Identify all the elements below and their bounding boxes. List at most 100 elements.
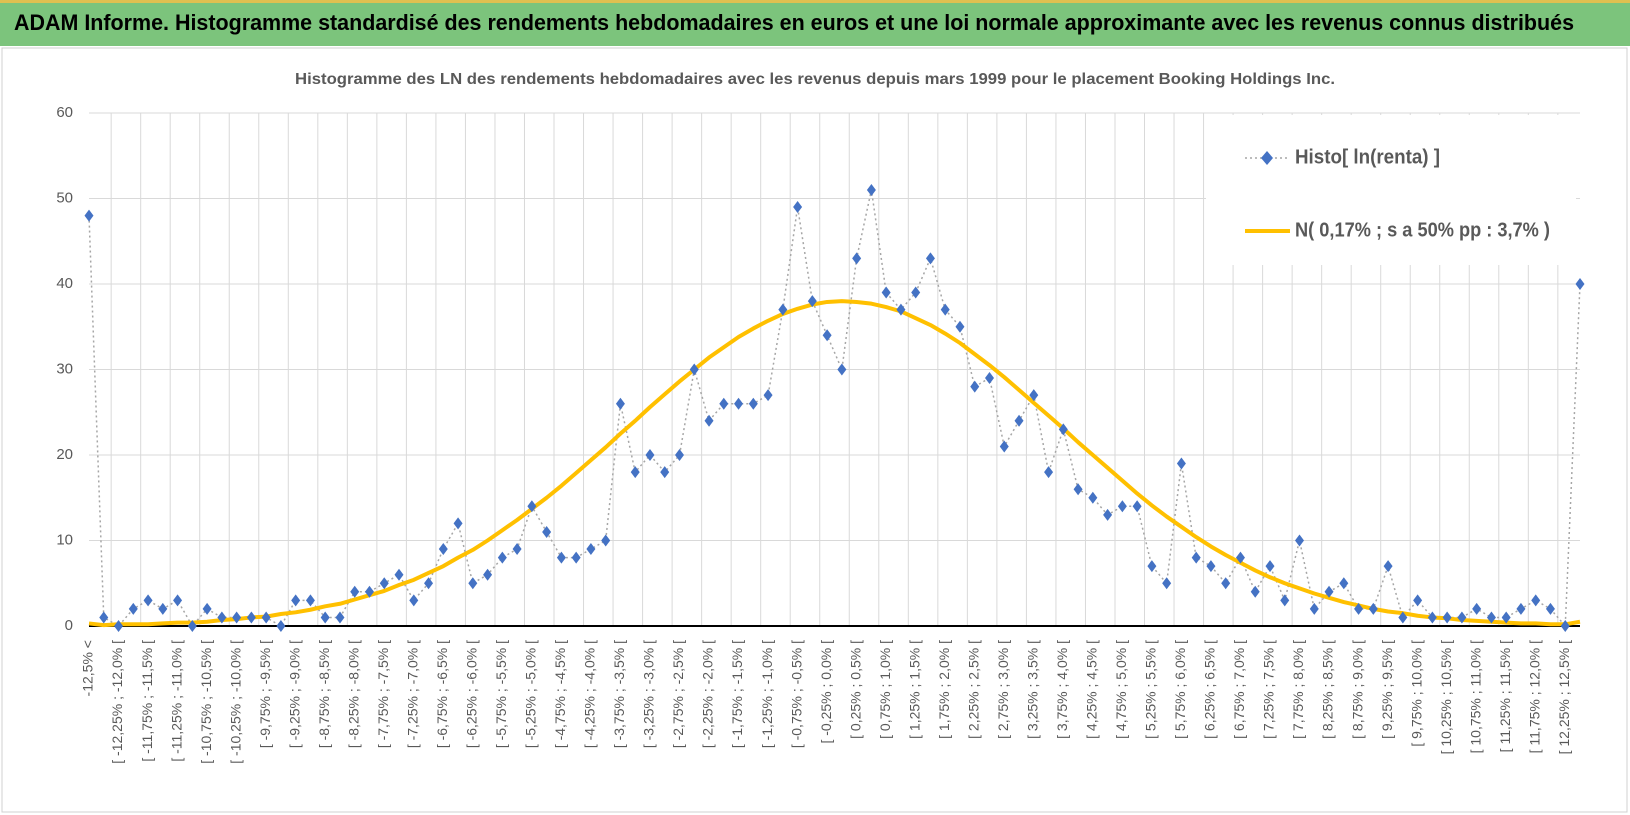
x-tick-label: [ 3,75% ; 4,0% [: [1054, 640, 1070, 739]
chart-subtitle: Histogramme des LN des rendements hebdom…: [295, 71, 1335, 88]
x-tick-label: [ 0,25% ; 0,5% [: [847, 640, 863, 739]
x-tick-label: [ 5,75% ; 6,0% [: [1172, 640, 1188, 739]
x-tick-label: [ -2,75% ; -2,5% [: [670, 640, 686, 748]
series-line: [88, 189, 1581, 627]
data-point: [542, 525, 552, 538]
x-tick-label: [ -8,25% ; -8,0% [: [345, 640, 361, 748]
x-tick-label: [ -10,25% ; -10,0% [: [227, 640, 243, 764]
y-tick-label: 20: [56, 446, 73, 463]
x-tick-label: [ 6,25% ; 6,5% [: [1202, 640, 1218, 739]
data-point: [734, 397, 744, 410]
data-point: [778, 303, 788, 316]
data-point: [1058, 423, 1068, 436]
data-point: [822, 329, 832, 342]
data-point: [379, 577, 389, 590]
data-point: [970, 380, 980, 393]
data-point: [985, 372, 995, 385]
data-point: [453, 517, 463, 530]
data-point: [305, 594, 315, 607]
data-point: [497, 551, 507, 564]
x-tick-label: [ 10,25% ; 10,5% [: [1438, 640, 1454, 755]
data-point: [793, 201, 803, 214]
data-point: [1501, 611, 1511, 624]
data-point: [187, 620, 197, 632]
data-point: [763, 389, 773, 402]
x-tick-label: [ -11,25% ; -11,0% [: [168, 640, 184, 762]
data-point: [527, 500, 537, 513]
data-point: [1221, 577, 1231, 590]
data-point: [1235, 551, 1245, 564]
legend: Histo[ ln(renta) ] N( 0,17% ; s a 50% pp …: [1206, 115, 1576, 265]
x-tick-label: [ -10,75% ; -10,5% [: [198, 640, 214, 764]
data-point: [1088, 491, 1098, 504]
data-point: [1191, 551, 1201, 564]
x-tick-label: [ -4,25% ; -4,0% [: [582, 640, 598, 748]
y-tick-label: 0: [65, 617, 73, 634]
x-tick-label: [ 6,75% ; 7,0% [: [1231, 640, 1247, 739]
data-point: [1250, 585, 1260, 598]
data-point: [1368, 602, 1378, 615]
y-tick-label: 10: [56, 531, 73, 548]
data-point: [512, 543, 522, 556]
data-point: [246, 611, 256, 624]
data-point: [1472, 602, 1482, 615]
data-point: [1117, 500, 1127, 513]
data-point: [866, 183, 876, 196]
x-tick-label: [ -6,25% ; -6,0% [: [464, 640, 480, 748]
data-point: [1575, 278, 1585, 290]
x-tick-label: [ -0,25% ; 0,0% [: [818, 640, 834, 744]
data-point: [1457, 611, 1467, 624]
x-tick-label: [ 7,25% ; 7,5% [: [1261, 640, 1277, 739]
x-tick-label: [ 9,75% ; 10,0% [: [1408, 640, 1424, 747]
data-point: [925, 252, 935, 265]
data-point: [173, 594, 183, 607]
data-point: [630, 466, 640, 479]
data-point: [291, 594, 301, 607]
title-banner: [0, 0, 1630, 46]
x-tick-label: -12,5% <: [80, 640, 96, 696]
data-point: [409, 594, 419, 607]
data-point: [232, 611, 242, 624]
x-tick-label: [ 1,75% ; 2,0% [: [936, 640, 952, 739]
x-tick-label: [ -12,25% ; -12,0% [: [109, 640, 125, 764]
data-point: [1339, 577, 1349, 590]
data-point: [1147, 560, 1157, 573]
data-point: [1132, 500, 1142, 513]
data-point: [1176, 457, 1186, 470]
data-point: [394, 568, 404, 581]
x-tick-label: [ -2,25% ; -2,0% [: [700, 640, 716, 748]
data-point: [1073, 483, 1083, 496]
x-tick-label: [ 4,25% ; 4,5% [: [1084, 640, 1100, 739]
data-point: [1014, 414, 1024, 427]
data-point: [158, 602, 168, 615]
data-point: [660, 466, 670, 479]
data-point: [601, 534, 611, 547]
data-point: [1398, 611, 1408, 624]
data-point: [1531, 594, 1541, 607]
x-tick-label: [ -3,75% ; -3,5% [: [611, 640, 627, 748]
data-point: [719, 397, 729, 410]
data-point: [615, 397, 625, 410]
x-tick-label: [ 3,25% ; 3,5% [: [1024, 640, 1040, 739]
y-tick-label: 50: [56, 189, 73, 206]
x-tick-label: [ -8,75% ; -8,5% [: [316, 640, 332, 748]
page-title: ADAM Informe. Histogramme standardisé de…: [14, 10, 1574, 35]
data-point: [940, 303, 950, 316]
data-point: [748, 397, 758, 410]
legend-label: N( 0,17% ; s a 50% pp : 3,7% ): [1295, 219, 1550, 241]
x-tick-label: [ 2,75% ; 3,0% [: [995, 640, 1011, 739]
data-point: [1442, 611, 1452, 624]
data-point: [674, 449, 684, 461]
legend-box: [1206, 115, 1576, 265]
data-point: [1486, 611, 1496, 624]
x-tick-label: [ 4,75% ; 5,0% [: [1113, 640, 1129, 739]
data-point: [1413, 594, 1423, 607]
data-point: [350, 585, 360, 598]
data-point: [1295, 534, 1305, 547]
data-point: [1354, 602, 1364, 615]
x-tick-label: [ -6,75% ; -6,5% [: [434, 640, 450, 748]
data-point: [128, 602, 138, 615]
legend-label: Histo[ ln(renta) ]: [1295, 146, 1440, 168]
